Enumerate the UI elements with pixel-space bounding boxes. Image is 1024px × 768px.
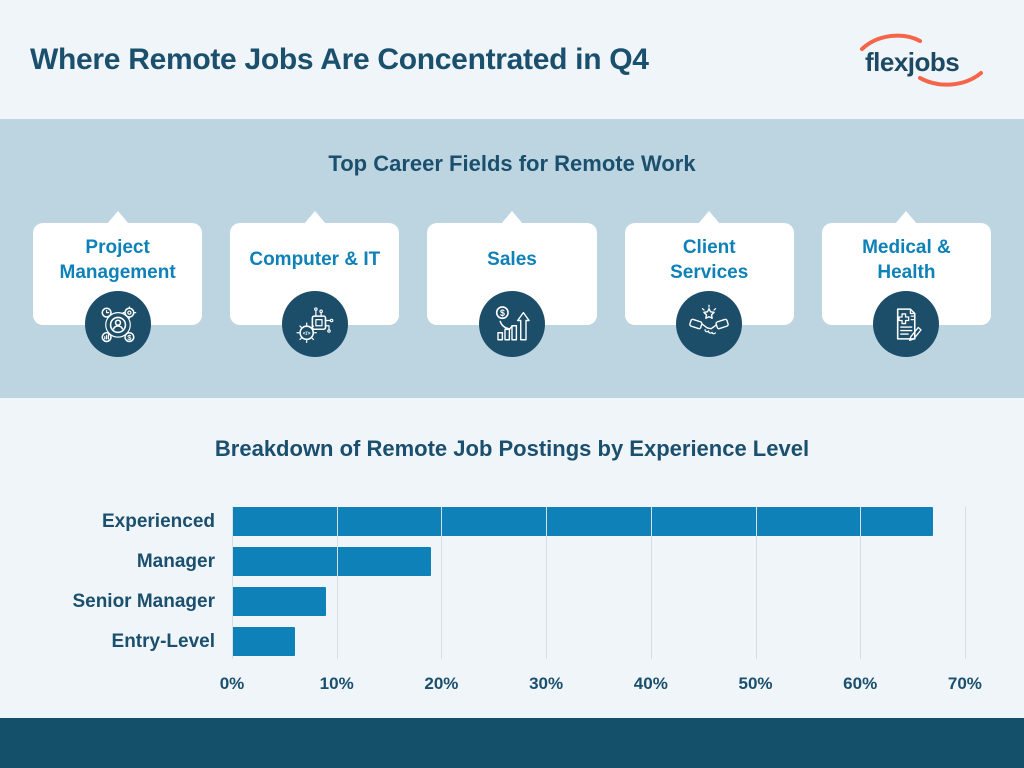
bar-entry-level	[232, 627, 295, 656]
gridline	[546, 507, 548, 659]
computer-it-icon: </>	[281, 291, 348, 357]
flexjobs-logo: flexjobs	[858, 28, 986, 92]
gridline	[441, 507, 443, 659]
career-cards-row: Project Management $	[33, 211, 992, 357]
header: Where Remote Jobs Are Concentrated in Q4…	[0, 0, 1024, 119]
x-tick-label: 20%	[424, 674, 459, 693]
y-axis-label: Entry-Level	[111, 630, 215, 652]
experience-chart-section: Breakdown of Remote Job Postings by Expe…	[0, 398, 1024, 718]
gridline	[964, 507, 966, 659]
career-section-title: Top Career Fields for Remote Work	[328, 151, 696, 176]
bar-experienced	[232, 507, 934, 536]
card-project-management: Project Management $	[33, 211, 203, 357]
x-tick-label: 70%	[947, 674, 982, 693]
card-label: Project Management	[59, 236, 176, 283]
svg-text:</>: </>	[303, 331, 311, 337]
plot-area	[232, 507, 990, 659]
card-computer-it: Computer & IT </>	[230, 211, 400, 357]
gridline	[232, 507, 233, 659]
logo-text: flexjobs	[865, 46, 960, 77]
gridline	[860, 507, 862, 659]
card-label: Client Services	[670, 236, 749, 283]
bar-row	[232, 587, 990, 616]
y-axis-labels: Experienced Manager Senior Manager Entry…	[0, 507, 232, 667]
x-tick-label: 10%	[319, 674, 354, 693]
client-services-icon	[676, 291, 743, 357]
medical-health-icon	[873, 291, 940, 357]
bar-manager	[232, 547, 431, 576]
gridline	[650, 507, 652, 659]
y-axis-label: Senior Manager	[72, 590, 215, 612]
x-axis: 0% 10% 20% 30% 40% 50% 60% 70%	[220, 674, 990, 696]
gridline	[755, 507, 757, 659]
bar-row	[232, 547, 990, 576]
x-tick-label: 60%	[843, 674, 878, 693]
x-tick-label: 50%	[738, 674, 773, 693]
card-label: Medical & Health	[862, 236, 951, 283]
project-management-icon: $	[84, 291, 151, 357]
card-pointer	[501, 211, 523, 224]
bar-senior-manager	[232, 587, 327, 616]
x-tick-label: 0%	[219, 674, 245, 693]
career-fields-section: Top Career Fields for Remote Work Projec…	[0, 119, 1024, 398]
y-axis-label: Experienced	[102, 510, 215, 532]
card-pointer	[698, 211, 721, 224]
card-pointer	[303, 211, 326, 224]
experience-bar-chart: Experienced Manager Senior Manager Entry…	[0, 507, 1024, 696]
page-title: Where Remote Jobs Are Concentrated in Q4	[30, 42, 649, 76]
footer-bar	[0, 718, 1024, 768]
card-pointer	[895, 211, 918, 224]
bar-row	[232, 627, 990, 656]
y-axis-label: Manager	[136, 550, 215, 572]
logo-swoosh-icon	[860, 33, 983, 87]
card-label: Sales	[487, 249, 537, 271]
svg-text:$: $	[127, 333, 132, 342]
gridline	[336, 507, 338, 659]
x-tick-label: 30%	[529, 674, 564, 693]
card-medical-health: Medical & Health	[821, 211, 992, 357]
card-pointer	[106, 211, 129, 224]
card-client-services: Client Services	[624, 211, 794, 357]
x-tick-label: 40%	[633, 674, 668, 693]
chart-title: Breakdown of Remote Job Postings by Expe…	[214, 436, 810, 461]
svg-text:$: $	[500, 308, 505, 318]
sales-icon: $	[479, 291, 545, 357]
bar-row	[232, 507, 990, 536]
card-sales: Sales $	[427, 211, 597, 357]
card-label: Computer & IT	[249, 249, 381, 271]
